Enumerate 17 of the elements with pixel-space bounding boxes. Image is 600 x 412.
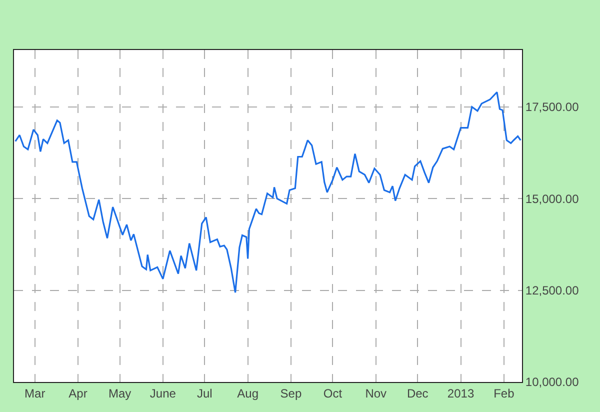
y-tick-label: 12,500.00 [525,283,580,298]
x-tick-label: Dec [406,386,428,400]
x-tick-label: Aug [237,386,258,400]
y-tick-label: 10,000.00 [525,375,580,390]
x-tick-label: Apr [68,386,88,400]
x-tick-label: Nov [365,386,387,400]
x-tick-label: 2013 [447,386,474,400]
y-tick-label: 17,500.00 [525,100,580,114]
x-tick-label: Sep [280,386,302,400]
x-tick-label: May [108,386,132,400]
x-tick-label: Mar [24,386,46,400]
x-tick-label: Oct [323,386,343,400]
y-tick-label: 15,000.00 [525,192,580,206]
x-tick-label: Jul [197,386,212,400]
x-tick-label: June [150,386,176,400]
line-series [14,91,522,294]
x-tick-label: Feb [494,386,515,400]
